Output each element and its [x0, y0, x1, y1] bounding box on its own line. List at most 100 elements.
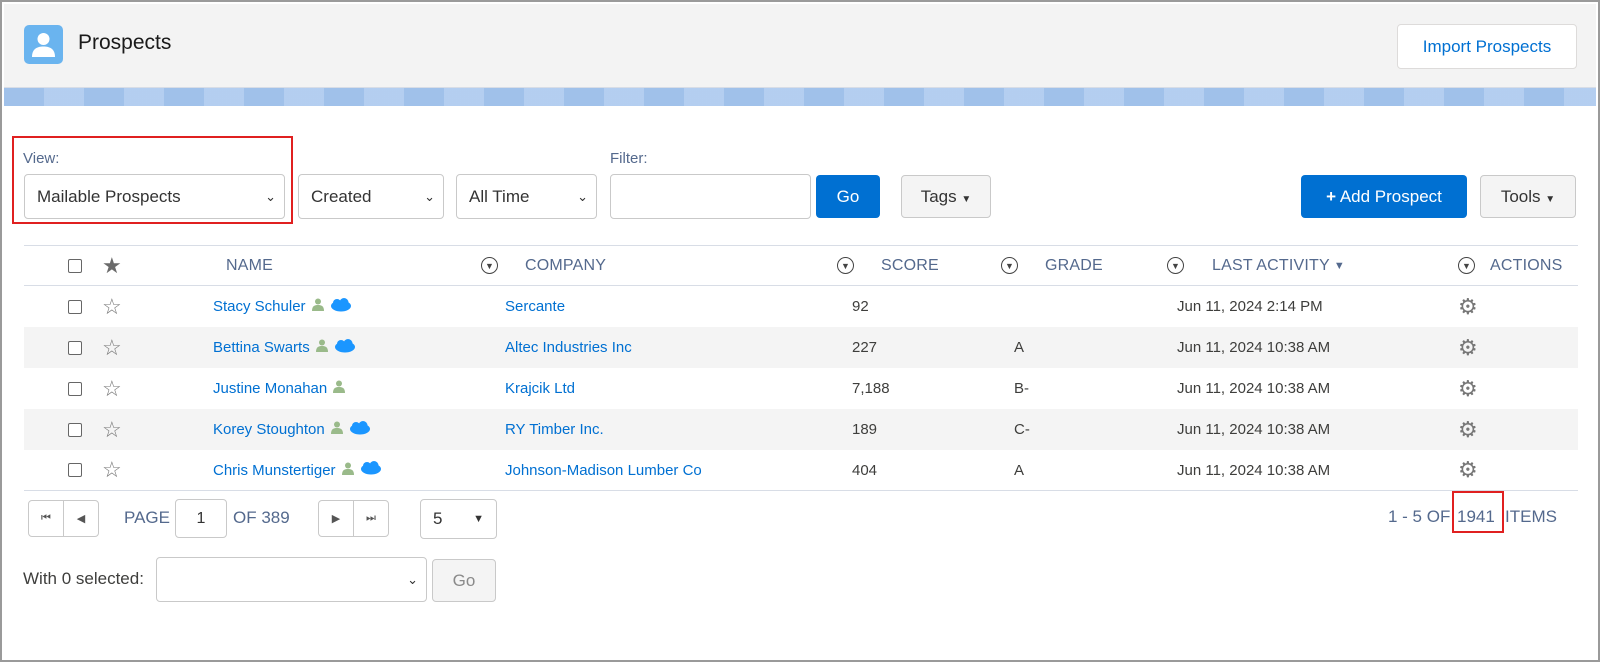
- company-link[interactable]: Krajcik Ltd: [505, 380, 576, 397]
- per-page-select[interactable]: 5 ▼: [420, 499, 497, 539]
- grade-value: B-: [1014, 380, 1029, 397]
- first-page-button[interactable]: ⏮: [28, 500, 64, 537]
- plus-icon: +: [1326, 186, 1337, 206]
- date-range-select[interactable]: All Time ⌄: [456, 174, 597, 219]
- bulk-action-select[interactable]: ⌄: [156, 557, 427, 602]
- gear-icon[interactable]: ⚙: [1458, 375, 1478, 401]
- import-prospects-button[interactable]: Import Prospects: [1397, 24, 1577, 69]
- score-value: 189: [852, 421, 878, 438]
- row-checkbox[interactable]: [68, 327, 82, 368]
- view-highlight-box: [12, 136, 293, 224]
- prospect-name-link[interactable]: Chris Munstertiger: [213, 461, 336, 479]
- filter-input[interactable]: [610, 174, 811, 219]
- gear-icon[interactable]: ⚙: [1458, 457, 1478, 482]
- table-row: ☆ Stacy Schuler Sercante 92 Jun 11, 2024…: [24, 286, 1578, 327]
- column-header-last-activity[interactable]: LAST ACTIVITY ▼: [1212, 246, 1345, 285]
- items-range-prefix: 1 - 5 OF: [1388, 507, 1451, 526]
- caret-down-icon: ▼: [961, 193, 972, 205]
- column-header-actions: ACTIONS: [1490, 256, 1563, 274]
- filter-go-button[interactable]: Go: [816, 175, 880, 218]
- last-activity-value: Jun 11, 2024 10:38 AM: [1177, 339, 1331, 356]
- view-select[interactable]: Mailable Prospects ⌄: [24, 174, 285, 219]
- row-checkbox[interactable]: [68, 286, 82, 327]
- filter-icon[interactable]: ▼: [1167, 246, 1184, 285]
- person-icon: [341, 462, 354, 479]
- last-activity-value: Jun 11, 2024 10:38 AM: [1177, 380, 1331, 397]
- table-header-row: ★ NAME ▼ COMPANY ▼ SCORE ▼ GRADE ▼ LAST …: [24, 246, 1578, 286]
- tags-label: Tags: [920, 186, 957, 206]
- last-page-button[interactable]: ⏭: [353, 500, 389, 537]
- company-link[interactable]: Altec Industries Inc: [505, 339, 632, 356]
- last-activity-label: LAST ACTIVITY: [1212, 256, 1330, 274]
- sort-desc-icon: ▼: [1333, 259, 1345, 272]
- next-page-button[interactable]: ▶: [318, 500, 354, 537]
- page-title: Prospects: [78, 31, 172, 54]
- person-icon: [315, 339, 328, 356]
- star-icon[interactable]: ☆: [102, 416, 122, 442]
- score-value: 7,188: [852, 380, 890, 397]
- chevron-down-icon: ⌄: [577, 189, 588, 204]
- prospects-table: ★ NAME ▼ COMPANY ▼ SCORE ▼ GRADE ▼ LAST …: [24, 245, 1578, 491]
- items-total: 1941: [1457, 507, 1495, 526]
- salesforce-cloud-icon: [334, 338, 356, 357]
- prospect-name-link[interactable]: Korey Stoughton: [213, 421, 325, 438]
- filter-label: Filter:: [610, 150, 648, 167]
- caret-down-icon: ▼: [1545, 193, 1556, 205]
- score-value: 92: [852, 298, 869, 315]
- score-value: 404: [852, 461, 878, 479]
- add-prospect-button[interactable]: + Add Prospect: [1301, 175, 1467, 218]
- table-row: ☆ Korey Stoughton RY Timber Inc. 189 C- …: [24, 409, 1578, 450]
- star-icon[interactable]: ☆: [102, 375, 122, 401]
- page-header: [4, 4, 1596, 88]
- row-checkbox[interactable]: [68, 368, 82, 409]
- column-header-grade[interactable]: GRADE: [1045, 256, 1103, 274]
- filter-icon[interactable]: ▼: [481, 246, 498, 285]
- star-header-icon: ★: [102, 252, 122, 278]
- column-header-company[interactable]: COMPANY: [525, 256, 607, 274]
- prospect-name-link[interactable]: Justine Monahan: [213, 380, 328, 397]
- prospect-name-link[interactable]: Bettina Swarts: [213, 339, 310, 356]
- grade-value: A: [1014, 461, 1025, 479]
- chevron-down-icon: ⌄: [424, 189, 435, 204]
- person-icon: [311, 298, 324, 315]
- date-field-select[interactable]: Created ⌄: [298, 174, 444, 219]
- tags-button[interactable]: Tags ▼: [901, 175, 991, 218]
- star-icon[interactable]: ☆: [102, 457, 122, 482]
- bulk-selected-label: With 0 selected:: [23, 569, 144, 588]
- view-select-value: Mailable Prospects: [37, 187, 181, 206]
- gear-icon[interactable]: ⚙: [1458, 293, 1478, 319]
- star-icon[interactable]: ☆: [102, 334, 122, 360]
- score-value: 227: [852, 339, 878, 356]
- gear-icon[interactable]: ⚙: [1458, 334, 1478, 360]
- salesforce-cloud-icon: [349, 420, 371, 439]
- chevron-down-icon: ⌄: [265, 189, 276, 204]
- add-prospect-label: Add Prospect: [1339, 186, 1442, 206]
- company-link[interactable]: Johnson-Madison Lumber Co: [505, 461, 702, 479]
- page-label: PAGE: [124, 508, 170, 527]
- page-number-input[interactable]: 1: [175, 499, 227, 538]
- company-link[interactable]: Sercante: [505, 298, 566, 315]
- select-all-checkbox[interactable]: [68, 246, 82, 285]
- chevron-down-icon: ⌄: [407, 572, 418, 587]
- filter-icon[interactable]: ▼: [837, 246, 854, 285]
- column-header-name[interactable]: NAME: [226, 256, 274, 274]
- prospect-name-link[interactable]: Stacy Schuler: [213, 298, 306, 315]
- row-checkbox[interactable]: [68, 409, 82, 450]
- gear-icon[interactable]: ⚙: [1458, 416, 1478, 442]
- column-header-score[interactable]: SCORE: [881, 256, 939, 274]
- prev-page-button[interactable]: ◀: [63, 500, 99, 537]
- table-row: ☆ Bettina Swarts Altec Industries Inc 22…: [24, 327, 1578, 368]
- tools-button[interactable]: Tools ▼: [1480, 175, 1576, 218]
- caret-down-icon: ▼: [473, 513, 484, 525]
- per-page-value: 5: [433, 509, 443, 528]
- bulk-go-button[interactable]: Go: [432, 559, 496, 602]
- total-highlight-box: [1452, 491, 1504, 533]
- person-icon: [24, 25, 63, 64]
- filter-icon[interactable]: ▼: [1001, 246, 1018, 285]
- date-range-value: All Time: [469, 187, 530, 206]
- star-icon[interactable]: ☆: [102, 293, 122, 319]
- company-link[interactable]: RY Timber Inc.: [505, 421, 604, 438]
- row-checkbox[interactable]: [68, 450, 82, 490]
- salesforce-cloud-icon: [330, 297, 352, 316]
- filter-icon[interactable]: ▼: [1458, 246, 1475, 285]
